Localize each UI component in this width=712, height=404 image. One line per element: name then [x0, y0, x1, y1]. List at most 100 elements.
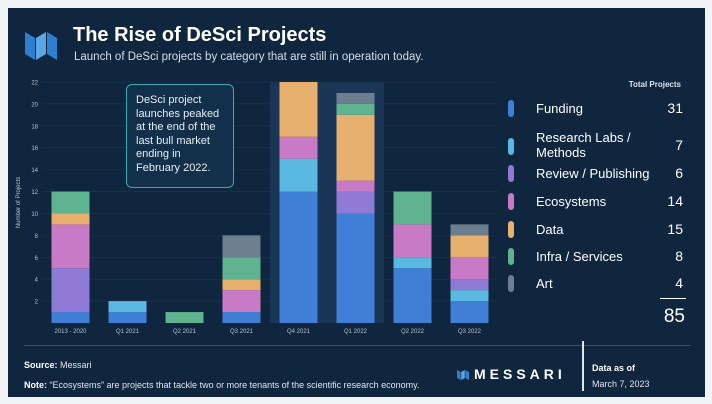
bar-segment-infra-services: [222, 257, 261, 280]
x-tick-label: Q2 2021: [173, 329, 197, 335]
note-value: “Ecosystems” are projects that tackle tw…: [49, 380, 420, 390]
legend-label: Research Labs / Methods: [536, 130, 631, 160]
legend-item-research-labs: Research Labs / Methods 7: [508, 130, 683, 162]
legend-swatch: [508, 100, 514, 117]
footer-vertical-divider: [582, 341, 584, 391]
infographic-card: The Rise of DeSci Projects Launch of DeS…: [8, 8, 705, 397]
legend-label: Art: [536, 276, 553, 291]
legend-label: Ecosystems: [536, 194, 607, 209]
brand-wordmark: MESSARI: [474, 366, 566, 382]
legend-item-art: Art 4: [508, 275, 683, 292]
x-tick-label: Q3 2021: [230, 329, 254, 335]
bar-segment-funding: [51, 312, 90, 323]
data-as-of-date: March 7, 2023: [592, 379, 650, 389]
bar-segment-ecosystems: [222, 290, 261, 313]
legend-swatch: [508, 275, 514, 292]
x-tick-label: Q2 2022: [401, 329, 425, 335]
legend-swatch: [508, 165, 514, 182]
y-tick-label: 14: [31, 168, 38, 174]
legend-swatch: [508, 221, 514, 238]
legend-label: Funding: [536, 101, 583, 116]
source-note: Source: Messari: [24, 360, 92, 370]
legend-heading: Total Projects: [628, 80, 681, 89]
bar-segment-ecosystems: [336, 180, 375, 192]
y-axis-label: Number of Projects: [16, 177, 22, 228]
bar-segment-art: [450, 224, 489, 236]
bar-segment-review-publishing: [336, 191, 375, 214]
bar-segment-funding: [393, 268, 432, 323]
y-tick-label: 18: [31, 124, 38, 130]
x-tick-label: 2013 - 2020: [54, 329, 87, 335]
y-tick-label: 6: [35, 256, 39, 262]
footer-divider: [24, 345, 691, 346]
bar-segment-data: [279, 82, 318, 137]
legend-value: 4: [675, 275, 683, 291]
x-tick-label: Q1 2021: [116, 329, 140, 335]
bar-segment-review-publishing: [450, 279, 489, 291]
bar-segment-infra-services: [393, 191, 432, 225]
bar-segment-review-publishing: [51, 268, 90, 313]
legend-label: Review / Publishing: [536, 166, 650, 181]
bar-segment-funding: [108, 312, 147, 323]
legend-value: 8: [675, 248, 683, 264]
bar-segment-funding: [336, 213, 375, 323]
bar-segment-ecosystems: [450, 257, 489, 280]
stacked-bar-chart: 2 4 6 8 10 12 14 16 18 20 22 Number of Projects 2013…: [16, 81, 498, 335]
annotation-callout: DeSci project launches peaked at the end…: [126, 84, 234, 188]
legend-swatch: [508, 138, 514, 155]
y-tick-label: 22: [31, 81, 38, 87]
legend-label: Infra / Services: [536, 249, 623, 264]
legend-value: 31: [667, 100, 683, 116]
y-tick-label: 8: [35, 234, 39, 240]
bar-segment-research-labs-methods: [393, 257, 432, 269]
y-tick-label: 12: [31, 190, 38, 196]
bar-segment-funding: [450, 301, 489, 323]
bar-segment-infra-services: [165, 312, 204, 323]
bar-segment-research-labs-methods: [108, 301, 147, 313]
bar-segment-ecosystems: [51, 224, 90, 269]
bar-segment-data: [222, 279, 261, 291]
data-as-of-label: Data as of: [592, 363, 636, 373]
note-label: Note:: [24, 380, 47, 390]
y-tick-label: 2: [35, 300, 39, 306]
legend-item-funding: Funding 31: [508, 100, 683, 117]
bar-segment-infra-services: [336, 103, 375, 115]
bar-segment-data: [450, 235, 489, 258]
source-value: Messari: [60, 360, 92, 370]
bar-segment-data: [51, 213, 90, 225]
x-tick-label: Q4 2021: [287, 329, 311, 335]
legend-value: 14: [667, 193, 683, 209]
legend-item-data: Data 15: [508, 221, 683, 238]
bar-segment-research-labs-methods: [279, 158, 318, 192]
legend-value: 6: [675, 165, 683, 181]
bar-segment-research-labs-methods: [450, 290, 489, 302]
legend-swatch: [508, 193, 514, 210]
page-subtitle: Launch of DeSci projects by category tha…: [74, 51, 424, 63]
x-tick-label: Q3 2022: [458, 329, 482, 335]
x-tick-label: Q1 2022: [344, 329, 368, 335]
legend-item-review-publishing: Review / Publishing 6: [508, 165, 683, 182]
bar-segment-funding: [222, 312, 261, 323]
legend-swatch: [508, 248, 514, 265]
total-projects-value: 85: [663, 306, 685, 327]
bar-segment-data: [336, 114, 375, 181]
messari-logo-icon: [25, 32, 57, 60]
legend-item-infra-services: Infra / Services 8: [508, 248, 683, 265]
bar-segment-art: [336, 92, 375, 104]
legend-label: Data: [536, 222, 564, 237]
total-divider: [660, 298, 686, 299]
y-tick-label: 20: [31, 102, 38, 108]
bar-segment-infra-services: [51, 191, 90, 214]
y-tick-label: 4: [35, 278, 39, 284]
bar-segment-art: [222, 235, 261, 258]
legend-value: 15: [667, 221, 683, 237]
footnote: Note: “Ecosystems” are projects that tac…: [24, 380, 420, 390]
bar-segment-funding: [279, 191, 318, 323]
bar-segment-ecosystems: [279, 136, 318, 159]
y-tick-label: 16: [31, 146, 38, 152]
legend-value: 7: [675, 137, 683, 153]
messari-brand-icon: [457, 370, 469, 380]
legend-item-ecosystems: Ecosystems 14: [508, 193, 683, 210]
source-label: Source:: [24, 360, 58, 370]
page-title: The Rise of DeSci Projects: [73, 24, 327, 46]
